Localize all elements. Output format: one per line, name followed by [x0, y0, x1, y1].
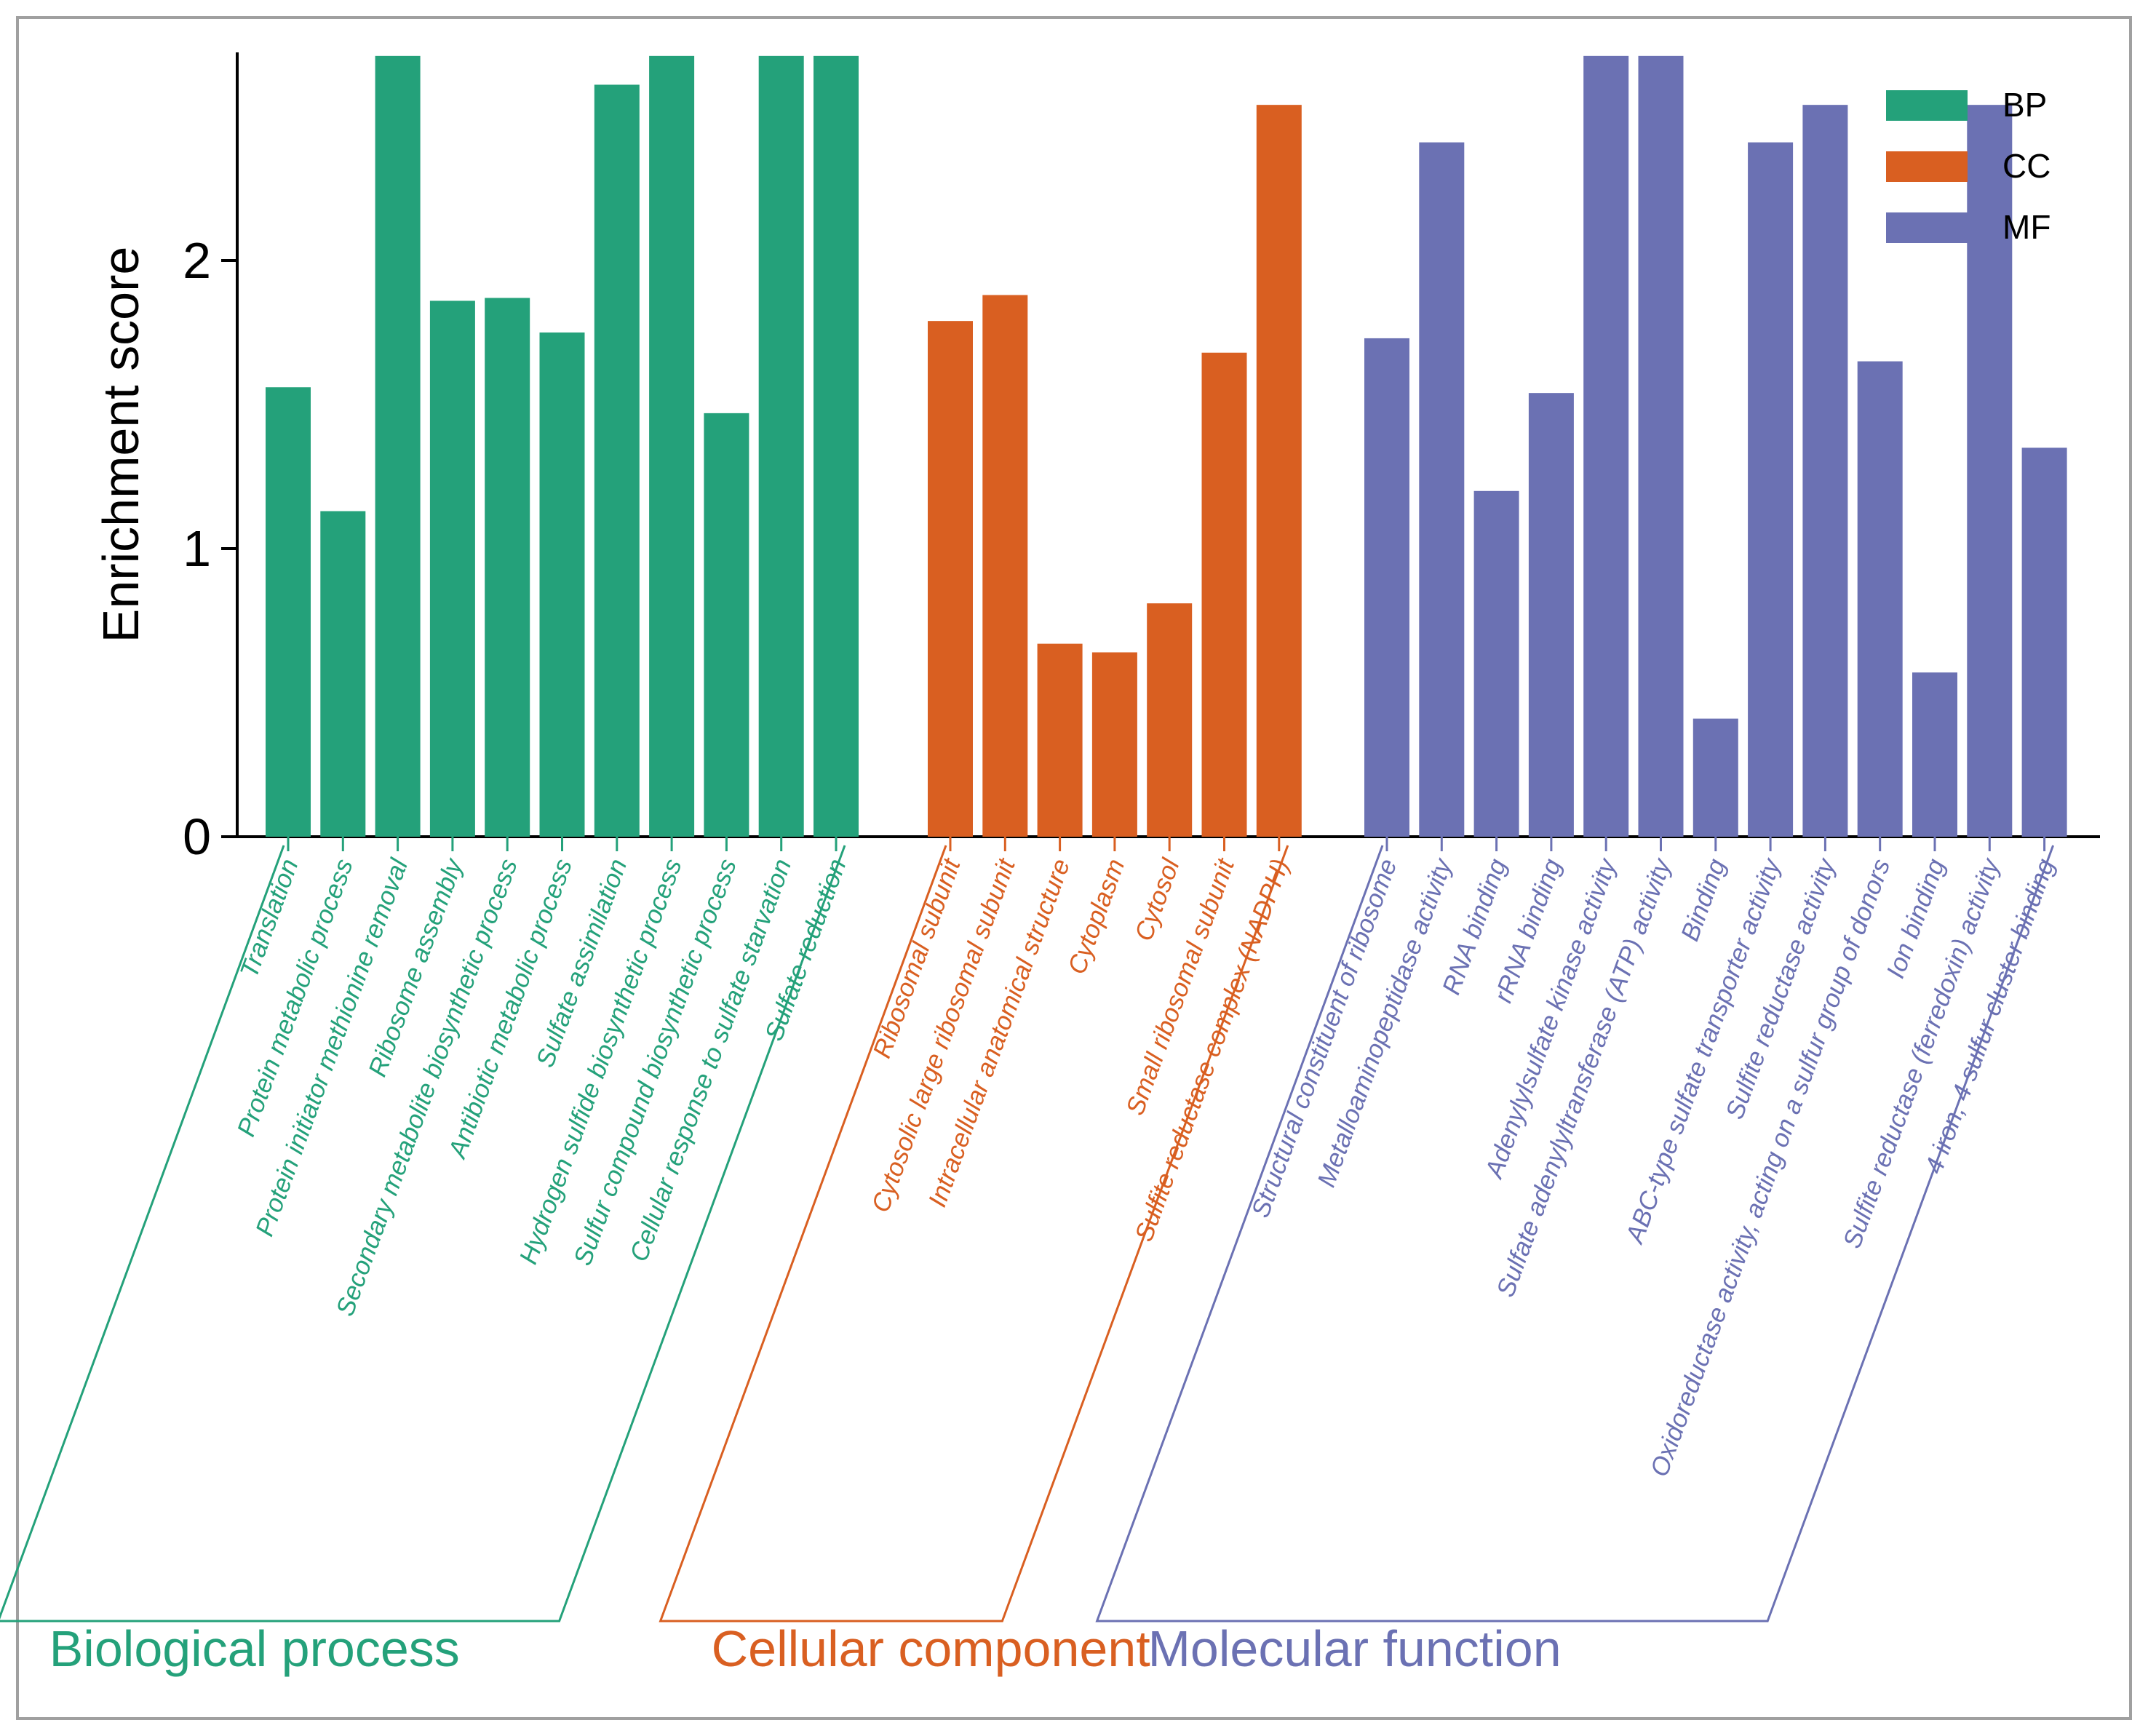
bar-bp [704, 413, 749, 837]
bar-mf [2021, 447, 2067, 837]
y-tick-label: 2 [183, 232, 211, 289]
bar-bp [649, 55, 695, 837]
bar-mf [1364, 338, 1409, 837]
bar-bp [375, 55, 421, 837]
bar-mf [1912, 672, 1957, 837]
bar-mf [1473, 490, 1519, 837]
bar-cc [928, 321, 973, 837]
group-title-mf: Molecular function [1148, 1620, 1562, 1677]
legend-swatch-mf [1886, 212, 1968, 243]
bar-mf [1419, 142, 1465, 837]
group-title-bp: Biological process [49, 1620, 460, 1677]
legend-label-cc: CC [2002, 147, 2050, 185]
bar-cc [1256, 105, 1302, 837]
y-axis-title: Enrichment score [92, 247, 149, 643]
group-bracket-cc [659, 845, 1289, 1622]
bar-mf [1583, 55, 1629, 837]
bar-bp [429, 300, 475, 837]
bar-bp [814, 55, 859, 837]
bar-mf [1692, 718, 1738, 837]
bar-mf [1528, 393, 1574, 837]
bar-cc [1091, 652, 1137, 837]
group-bracket-mf [1095, 845, 2055, 1622]
bar-bp [539, 333, 585, 837]
bar-cc [1037, 643, 1083, 837]
bar-mf [1802, 105, 1848, 837]
group-bracket-bp [0, 845, 846, 1622]
y-tick-label: 1 [183, 520, 211, 577]
legend-label-bp: BP [2002, 86, 2047, 124]
bar-mf [1748, 142, 1794, 837]
group-title-cc: Cellular component [712, 1620, 1150, 1677]
bar-bp [320, 511, 366, 837]
legend-label-mf: MF [2002, 208, 2050, 246]
bar-cc [982, 295, 1028, 837]
bar-bp [758, 55, 804, 837]
bar-bp [485, 298, 530, 837]
bar-mf [1857, 361, 1903, 837]
bar-mf [1638, 55, 1684, 837]
bar-bp [266, 387, 311, 837]
bar-mf [1967, 105, 2013, 837]
bar-bp [594, 84, 640, 837]
bar-cc [1201, 352, 1247, 837]
legend-swatch-bp [1886, 90, 1968, 121]
y-tick-label: 0 [183, 808, 211, 865]
bar-cc [1147, 603, 1193, 837]
legend-swatch-cc [1886, 151, 1968, 182]
